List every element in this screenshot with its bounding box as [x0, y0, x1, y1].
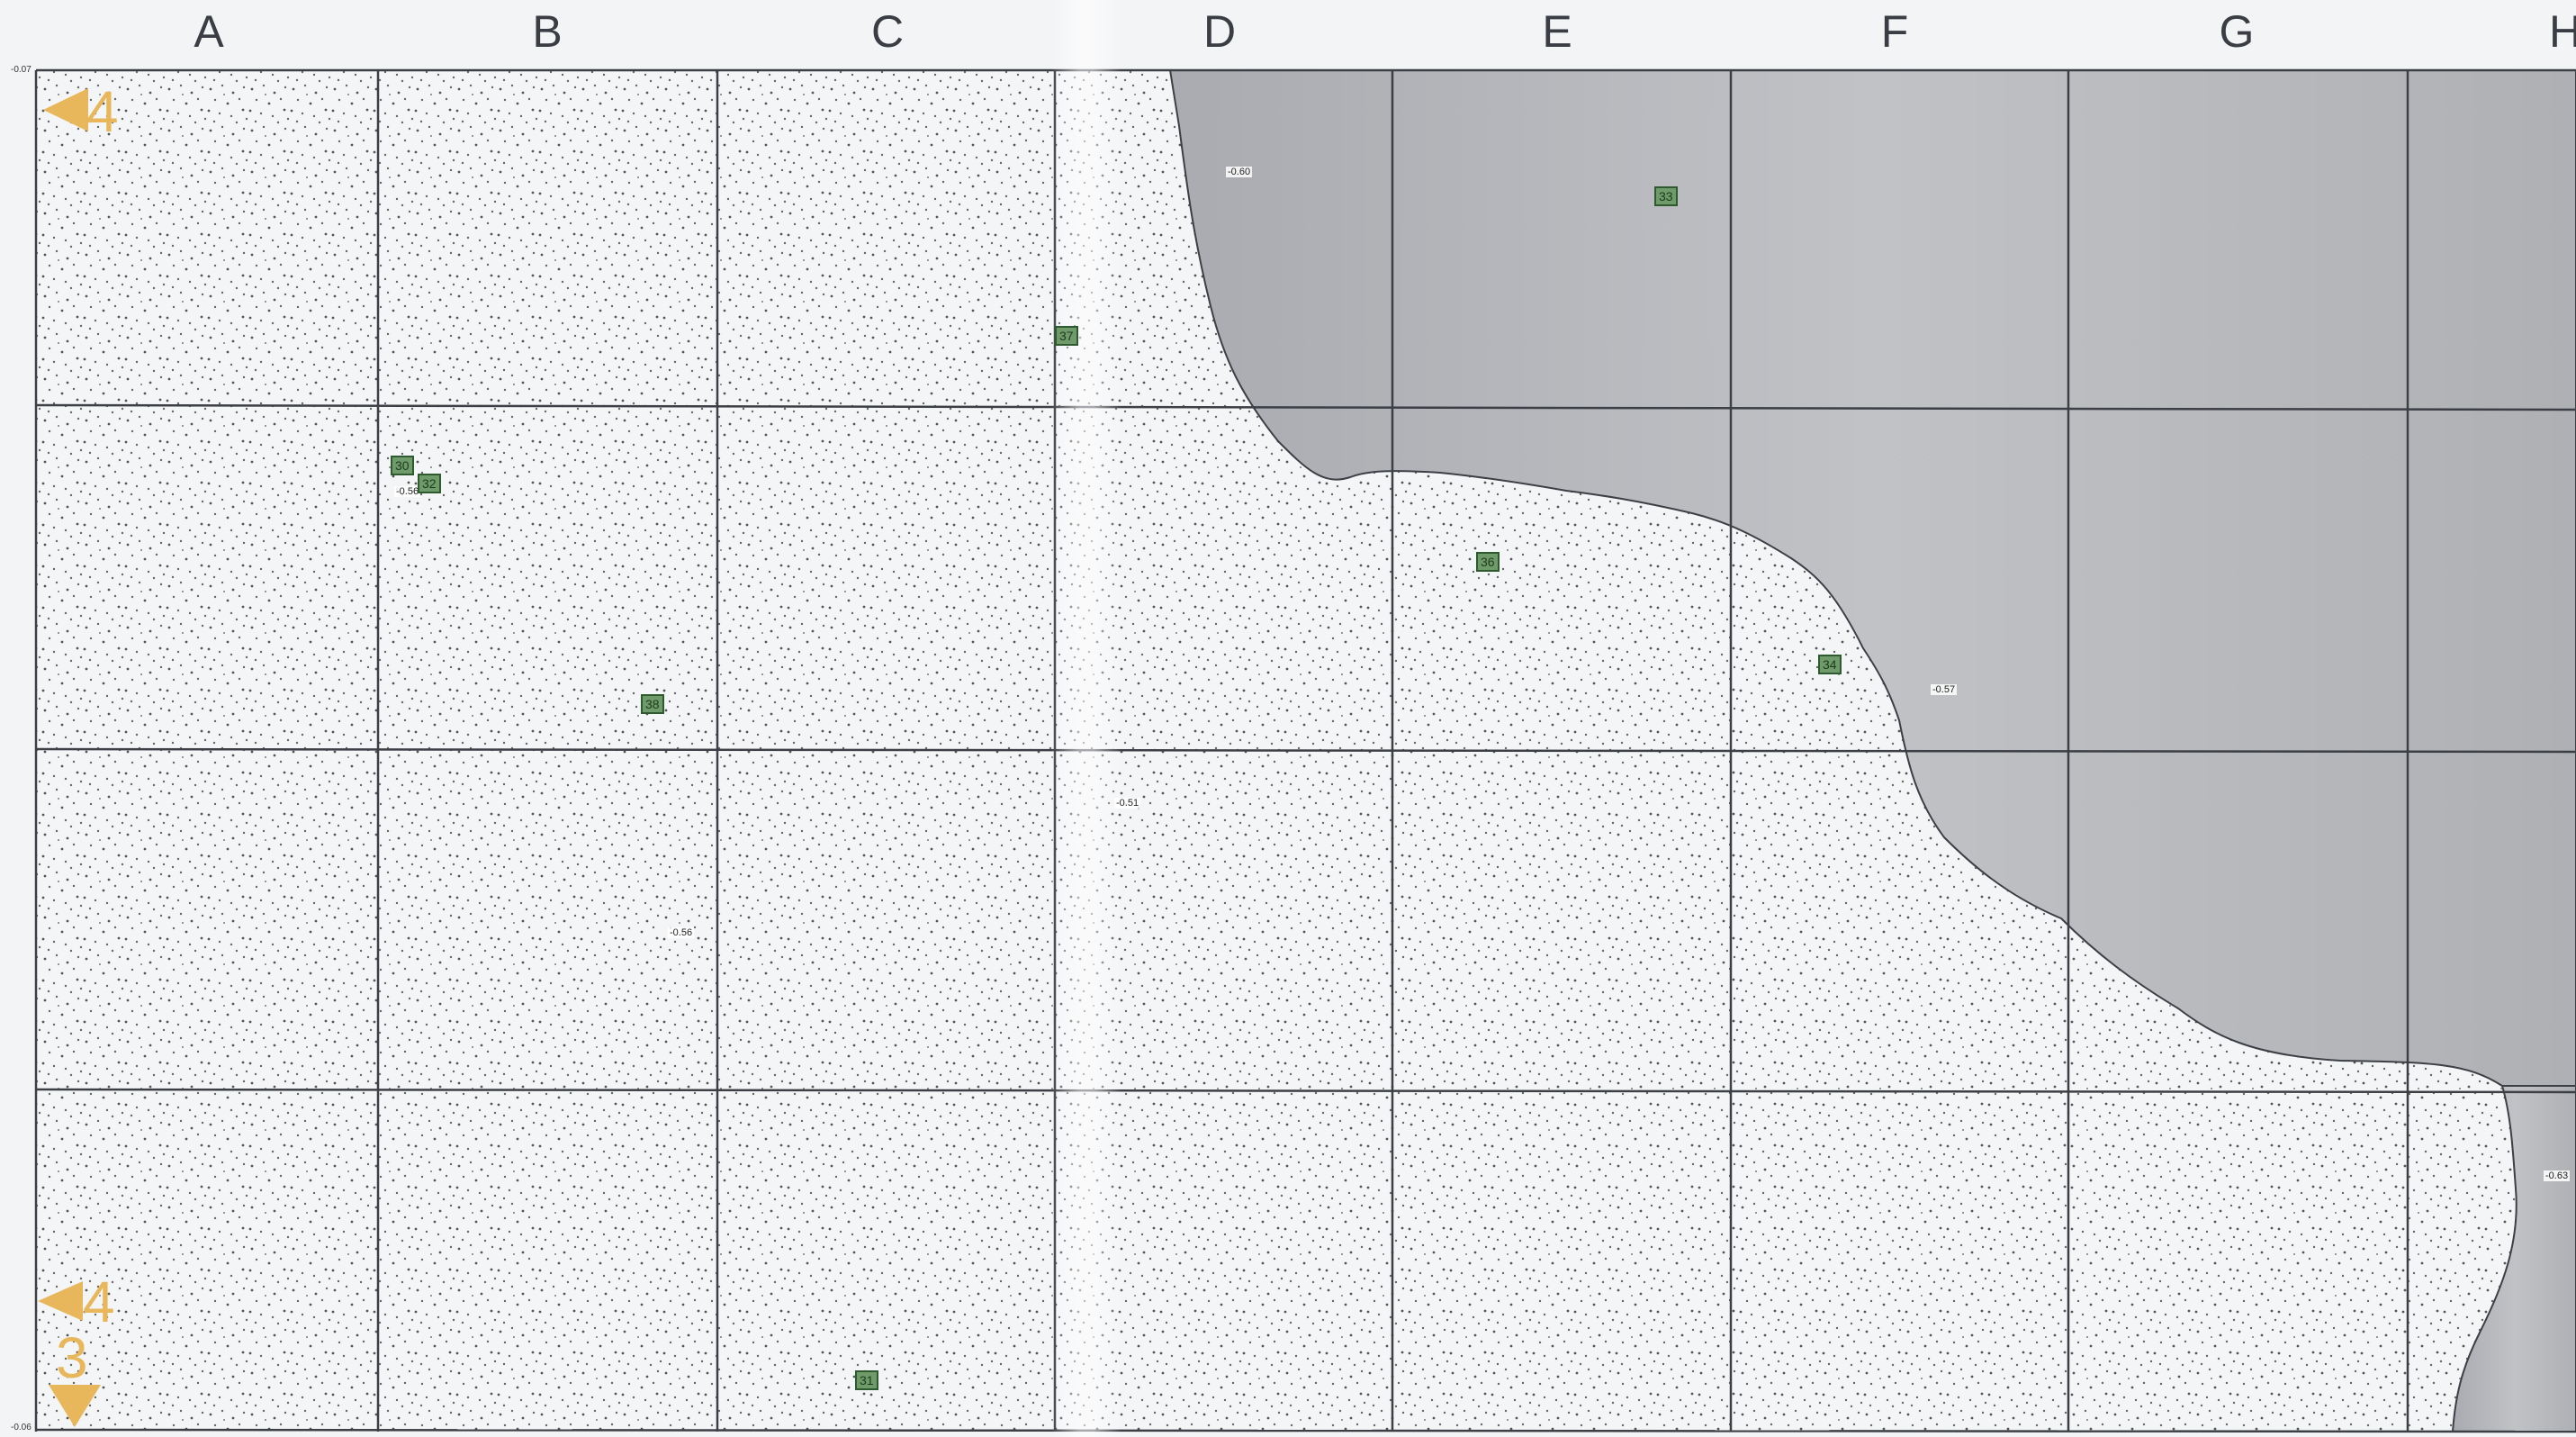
cell-tag[interactable]: 30: [391, 456, 414, 475]
left-arrow-icon: [38, 1281, 83, 1321]
marker-number-top: 4: [86, 79, 119, 144]
column-label-c: C: [870, 6, 905, 57]
cell-tag[interactable]: 37: [1055, 326, 1078, 346]
cell-tag[interactable]: 32: [418, 474, 441, 493]
cell-tag[interactable]: 34: [1818, 655, 1842, 674]
elevation-label: -0.60: [1226, 167, 1253, 177]
elevation-label: -0.56: [668, 927, 695, 938]
elevation-label: -0.56: [394, 486, 421, 497]
down-arrow-icon: [49, 1385, 101, 1427]
elevation-label: -0.51: [1114, 798, 1141, 809]
cell-tag[interactable]: 33: [1654, 186, 1678, 206]
elevation-label: -0.63: [2544, 1170, 2571, 1181]
corner-label-top-left: -0.07: [11, 65, 32, 75]
cell-tag[interactable]: 36: [1476, 552, 1500, 572]
elevation-label: -0.57: [1931, 684, 1958, 695]
column-label-e: E: [1542, 6, 1572, 57]
column-label-a: A: [194, 6, 224, 57]
marker-number-bottom: 4: [83, 1270, 115, 1334]
shaded-region-upper: [1168, 69, 2576, 1089]
cell-tag[interactable]: 31: [855, 1370, 878, 1390]
column-label-g: G: [2219, 6, 2255, 57]
column-label-b: B: [532, 6, 563, 57]
column-label-f: F: [1880, 6, 1909, 57]
column-label-h: H: [2548, 6, 2576, 57]
column-label-d: D: [1202, 6, 1237, 57]
cell-tag[interactable]: 38: [641, 694, 664, 714]
left-arrow-icon: [43, 88, 88, 131]
marker-number-down: 3: [56, 1325, 88, 1390]
corner-label-bottom-left: -0.06: [11, 1423, 32, 1432]
